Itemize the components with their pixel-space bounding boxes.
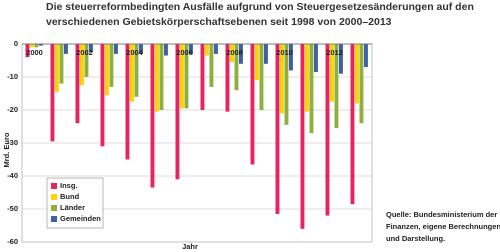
y-tick-label: -30	[7, 138, 18, 147]
bar	[350, 44, 355, 205]
bar	[25, 44, 30, 58]
bar	[280, 44, 284, 114]
bar	[114, 44, 118, 54]
x-tick-label: 2000	[26, 48, 43, 57]
bar	[150, 44, 155, 188]
legend-label: Bund	[60, 192, 80, 201]
chart-title: Die steuerreformbedingten Ausfälle aufgr…	[46, 1, 474, 13]
bar	[234, 44, 239, 91]
bar	[184, 44, 189, 109]
bar	[364, 44, 368, 68]
legend-swatch	[51, 183, 57, 189]
bar	[34, 44, 39, 48]
bar	[105, 44, 109, 96]
bar	[125, 44, 130, 160]
x-tick-label: 2002	[76, 48, 93, 57]
source-note: und Darstellung.	[386, 234, 445, 243]
bar	[250, 44, 255, 165]
bar	[239, 44, 243, 64]
bar	[275, 44, 280, 214]
y-tick-label: -40	[7, 171, 18, 180]
bar	[200, 44, 205, 110]
bar	[100, 44, 105, 147]
legend-label: Gemeinden	[60, 214, 101, 223]
bar	[139, 44, 143, 54]
bar	[89, 44, 93, 53]
bar	[209, 44, 214, 87]
bar	[259, 44, 264, 110]
bar	[75, 44, 80, 124]
bar	[339, 44, 343, 74]
bar	[189, 44, 193, 54]
bar	[325, 44, 330, 216]
bar	[55, 44, 59, 92]
bar	[109, 44, 114, 87]
bar	[80, 44, 84, 86]
bar	[134, 44, 139, 97]
bar	[59, 44, 64, 84]
bar	[230, 44, 234, 63]
bar	[355, 44, 359, 104]
x-tick-label: 2012	[326, 48, 343, 57]
bar	[164, 44, 168, 56]
legend-label: Länder	[60, 203, 85, 212]
x-tick-label: 2008	[226, 48, 243, 57]
bar	[180, 44, 184, 109]
bar	[264, 44, 268, 64]
bar	[289, 44, 293, 71]
bar	[159, 44, 164, 110]
bar	[175, 44, 180, 180]
x-tick-label: 2010	[276, 48, 293, 57]
bar	[314, 44, 318, 73]
legend-label: Insg.	[60, 181, 78, 190]
y-axis-label: Mrd. Euro	[2, 132, 11, 167]
bar	[334, 44, 339, 129]
y-tick-label: -10	[7, 72, 18, 81]
bar	[300, 44, 305, 229]
bar	[155, 44, 159, 112]
bar	[130, 44, 134, 102]
legend-swatch	[51, 194, 57, 200]
bar	[39, 44, 43, 46]
bar	[309, 44, 314, 134]
y-tick-label: 0	[14, 39, 18, 48]
x-axis-label: Jahr	[182, 242, 198, 251]
y-tick-label: -60	[7, 237, 18, 246]
chart-title: verschiedenen Gebietskörperschaftsebenen…	[46, 16, 392, 28]
bar	[84, 44, 89, 77]
source-note: Quelle: Bundesministerium der	[386, 210, 497, 219]
bar	[359, 44, 364, 124]
legend-swatch	[51, 205, 57, 211]
bar	[330, 44, 334, 102]
bar	[205, 44, 209, 56]
bar	[305, 44, 309, 112]
source-note: Finanzen, eigene Berechnungen	[386, 222, 500, 231]
bar	[50, 44, 55, 142]
bar	[30, 44, 34, 48]
y-tick-label: -20	[7, 105, 18, 114]
legend-swatch	[51, 216, 57, 222]
x-tick-label: 2004	[126, 48, 144, 57]
bar	[64, 44, 68, 54]
y-tick-label: -50	[7, 204, 18, 213]
bar	[225, 44, 230, 112]
bar	[214, 44, 218, 54]
x-tick-label: 2006	[176, 48, 193, 57]
bar	[255, 44, 259, 81]
bar	[284, 44, 289, 125]
